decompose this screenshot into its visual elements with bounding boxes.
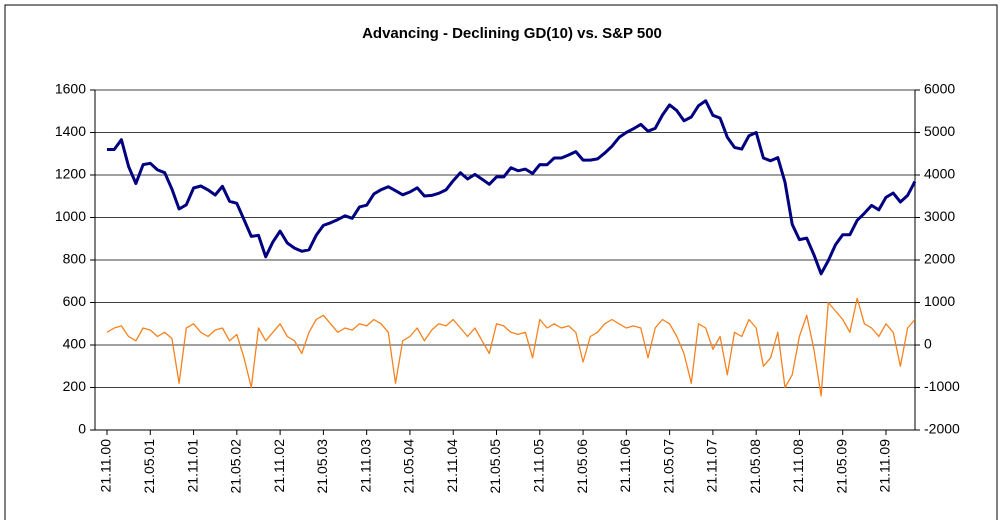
x-tick-label: 21.11.00 bbox=[98, 439, 114, 493]
y-tick-label: 0 bbox=[78, 421, 86, 437]
chart-title: Advancing - Declining GD(10) vs. S&P 500 bbox=[362, 25, 662, 42]
x-tick-label: 21.05.02 bbox=[228, 439, 244, 494]
chart-border bbox=[4, 4, 998, 520]
x-tick-label: 21.05.05 bbox=[487, 439, 503, 494]
y-tick-label: 1600 bbox=[55, 81, 86, 97]
x-tick-label: 21.11.01 bbox=[184, 439, 200, 493]
y2-tick-label: -2000 bbox=[924, 421, 960, 437]
y2-tick-label: 3000 bbox=[924, 208, 955, 224]
x-tick-label: 21.11.03 bbox=[357, 439, 373, 493]
series-line bbox=[107, 99, 917, 276]
series-line bbox=[106, 297, 916, 397]
y-tick-label: 400 bbox=[63, 336, 87, 352]
y2-tick-label: 5000 bbox=[924, 123, 955, 139]
y2-tick-label: 2000 bbox=[924, 251, 955, 267]
x-tick-label: 21.05.03 bbox=[314, 439, 330, 494]
y-tick-label: 800 bbox=[63, 251, 87, 267]
y-tick-label: 600 bbox=[63, 293, 87, 309]
x-tick-label: 21.05.06 bbox=[574, 439, 590, 494]
y2-tick-label: -1000 bbox=[924, 378, 960, 394]
x-tick-label: 21.11.09 bbox=[877, 439, 893, 493]
y-tick-label: 1400 bbox=[55, 123, 86, 139]
x-tick-label: 21.05.08 bbox=[747, 439, 763, 494]
y-tick-label: 200 bbox=[63, 378, 87, 394]
y2-tick-label: 1000 bbox=[924, 293, 955, 309]
x-tick-label: 21.11.02 bbox=[271, 439, 287, 493]
x-tick-label: 21.11.06 bbox=[617, 439, 633, 493]
x-tick-label: 21.05.01 bbox=[141, 439, 157, 494]
x-tick-label: 21.11.05 bbox=[530, 439, 546, 493]
y2-tick-label: 6000 bbox=[924, 81, 955, 97]
y-tick-label: 1200 bbox=[55, 166, 86, 182]
x-tick-label: 21.11.08 bbox=[790, 439, 806, 493]
x-tick-label: 21.05.04 bbox=[401, 439, 417, 494]
x-tick-label: 21.11.04 bbox=[444, 439, 460, 493]
y-tick-label: 1000 bbox=[55, 208, 86, 224]
y2-tick-label: 4000 bbox=[924, 166, 955, 182]
x-tick-label: 21.05.07 bbox=[660, 439, 676, 494]
x-tick-label: 21.05.09 bbox=[833, 439, 849, 494]
x-tick-label: 21.11.07 bbox=[704, 439, 720, 493]
y2-tick-label: 0 bbox=[924, 336, 932, 352]
